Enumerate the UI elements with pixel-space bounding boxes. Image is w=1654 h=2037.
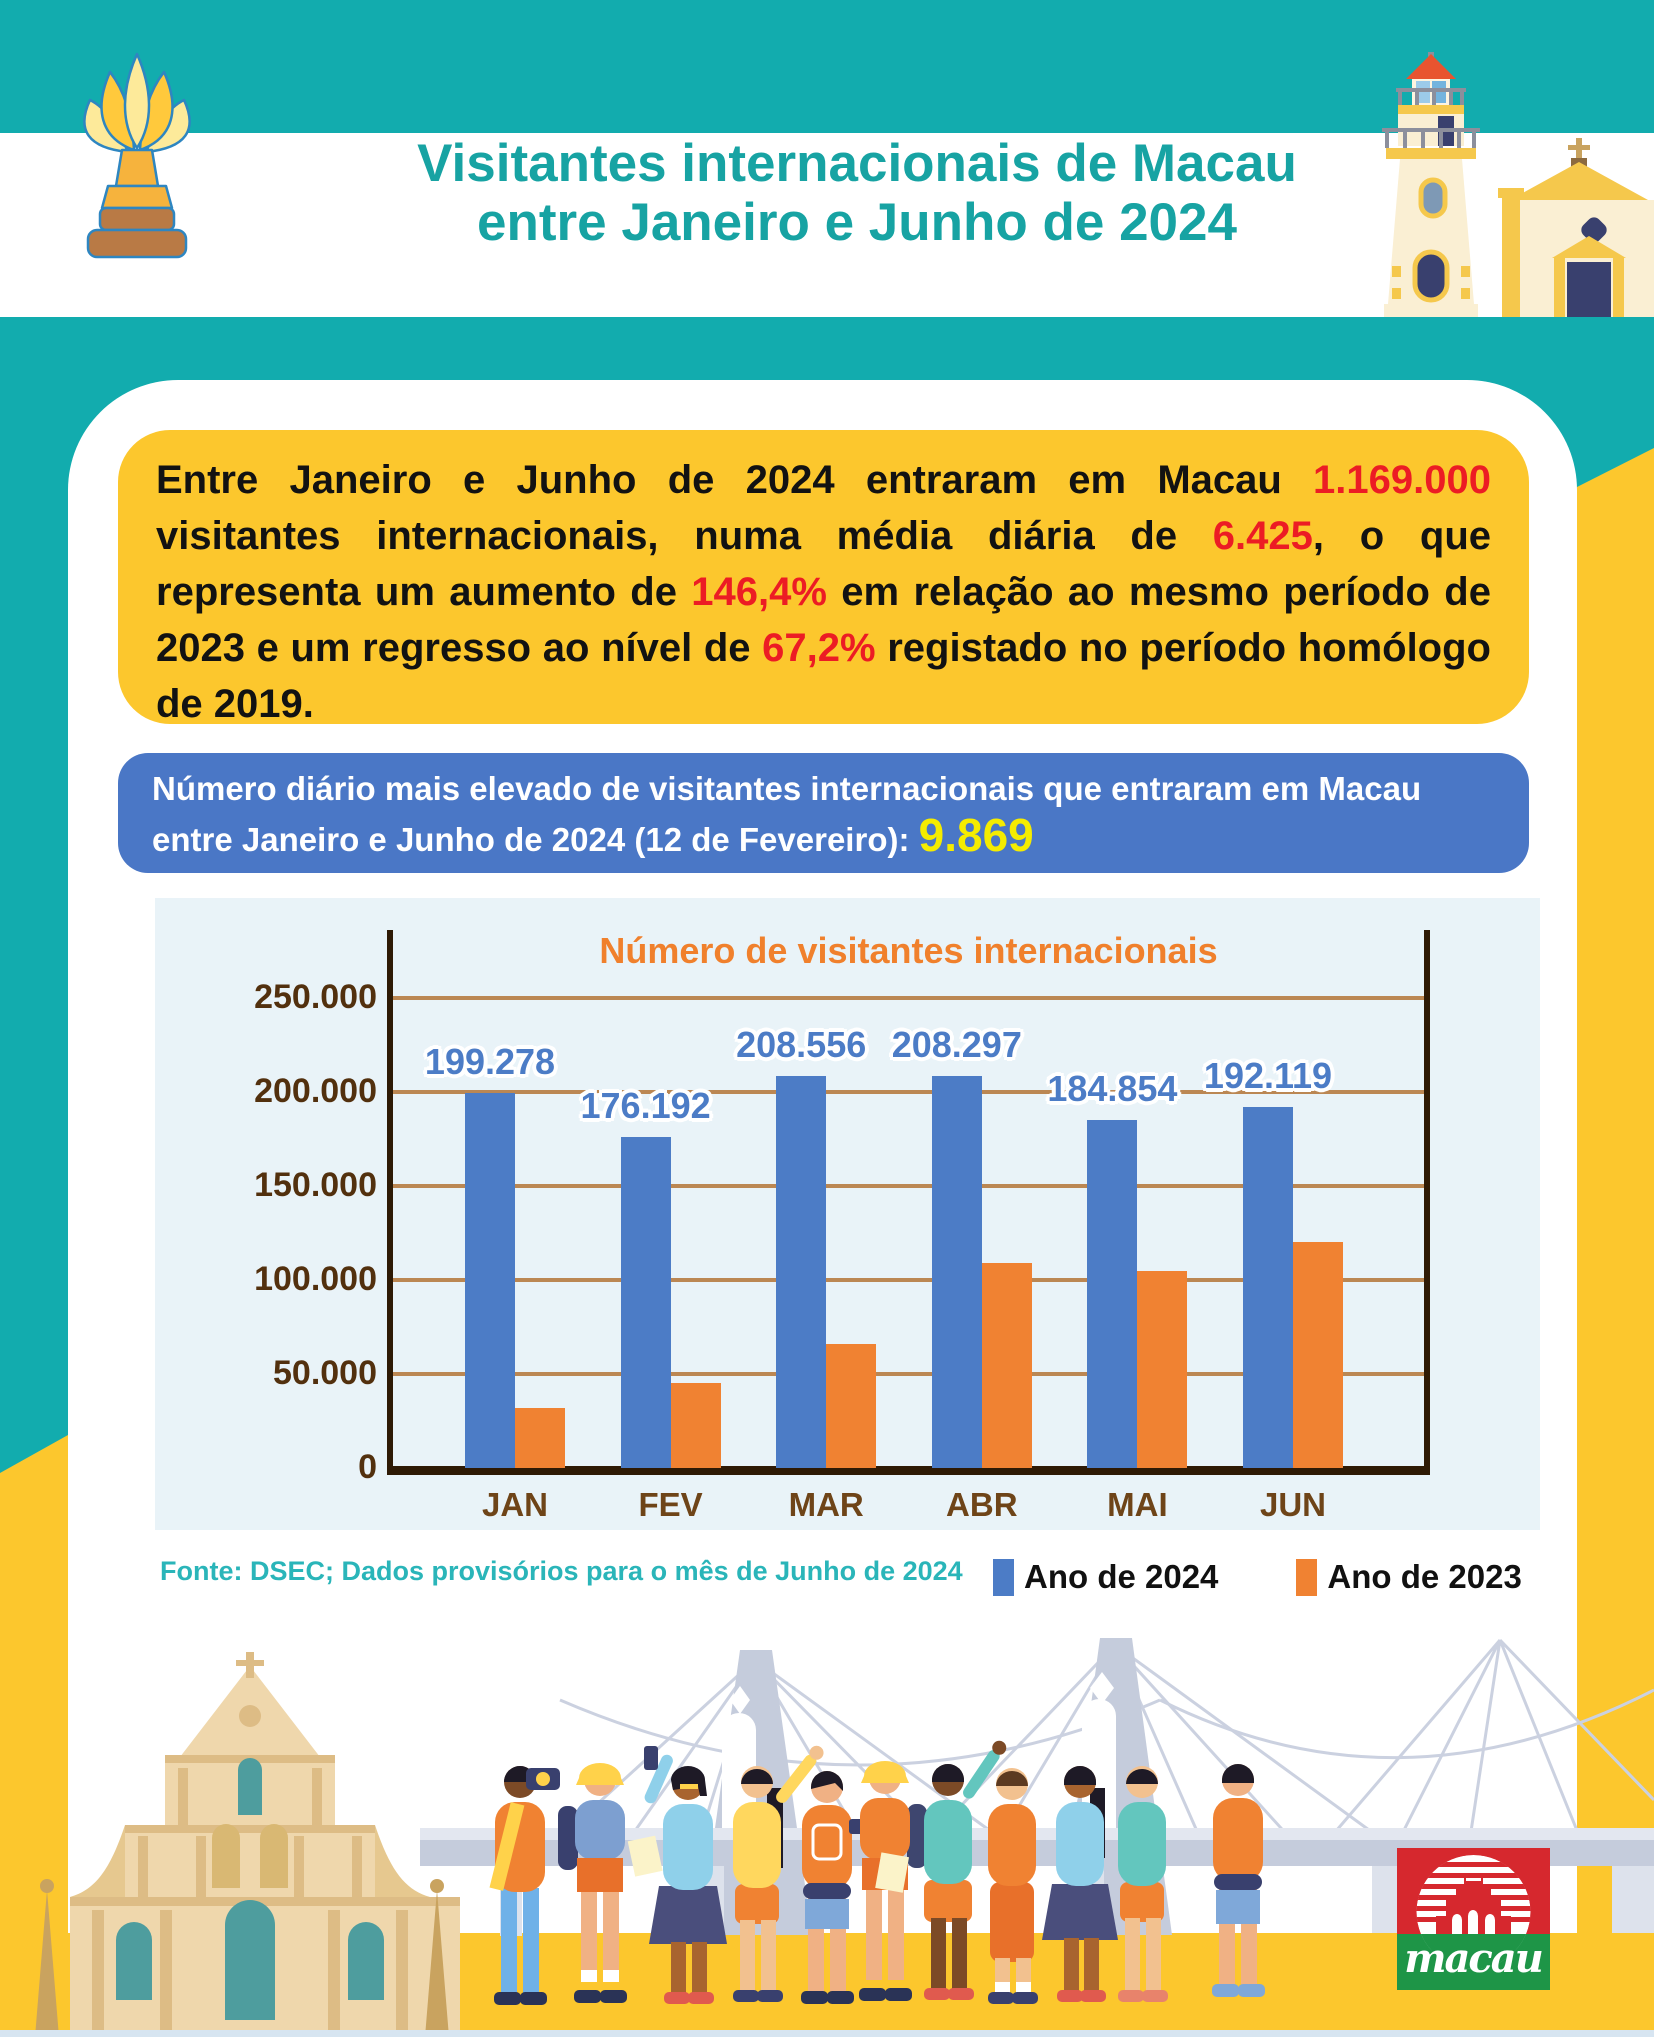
highlight-value: 146,4% <box>691 570 827 614</box>
x-axis-label-JAN: JAN <box>481 1486 549 1523</box>
x-axis-label-MAR: MAR <box>788 1486 864 1523</box>
bar-2023-ABR <box>981 1263 1032 1468</box>
y-axis-tick-label: 250.000 <box>254 978 377 1016</box>
bar-2024-MAR <box>776 1075 827 1468</box>
summary-box: Entre Janeiro e Junho de 2024 entraram e… <box>118 430 1529 726</box>
page-title: Visitantes internacionais de Macau entre… <box>0 134 1654 252</box>
x-axis-label-ABR: ABR <box>946 1486 1018 1523</box>
y-axis-tick-label: 50.000 <box>273 1354 377 1392</box>
gridline-200.000 <box>393 1090 1424 1094</box>
bottom-strip <box>0 2030 1654 2037</box>
legend-label-2024: Ano de 2024 <box>1024 1558 1219 1595</box>
x-axis-label-JUN: JUN <box>1259 1486 1327 1523</box>
highlight-value: 1.169.000 <box>1313 458 1491 502</box>
page-title-line1: Visitantes internacionais de Macau <box>417 134 1297 193</box>
chart-plot-area: 0 50.000 100.000 150.000 200.000 250.000 199.2… <box>254 930 1430 1523</box>
top-teal-band <box>0 0 1654 133</box>
bar-2023-MAI <box>1137 1270 1188 1468</box>
source-note: Fonte: DSEC; Dados provisórios para o mê… <box>160 1556 963 1586</box>
visitors-bar-chart: Número de visitantes internacionais 0 50.… <box>155 898 1540 1530</box>
y-axis-line <box>387 930 393 1474</box>
legend-label-2023: Ano de 2023 <box>1327 1558 1522 1595</box>
bar-2024-ABR <box>931 1076 982 1468</box>
record-text: Número diário mais elevado de visitantes… <box>152 765 1495 863</box>
page-title-line2: entre Janeiro e Junho de 2024 <box>477 193 1237 252</box>
church-icon <box>1498 138 1654 317</box>
chart-legend: Ano de 2024 Ano de 2023 <box>993 1558 1582 1596</box>
y-axis-tick-label: 200.000 <box>254 1072 377 1110</box>
bar-value-label-FEV: 176.192 <box>580 1084 711 1126</box>
x-axis-label-MAI: MAI <box>1107 1486 1168 1523</box>
legend-item-2024: Ano de 2024 <box>993 1558 1218 1596</box>
gridline-50.000 <box>393 1372 1424 1376</box>
bar-2023-JUN <box>1293 1242 1343 1468</box>
highlight-value: 9.869 <box>918 809 1034 861</box>
ruins-st-paul-illustration <box>35 1652 460 2030</box>
gridline-150.000 <box>393 1184 1424 1188</box>
macau-logo: macau <box>1397 1848 1550 1990</box>
text-segment: registado no período homólogo de 2019. <box>156 626 1491 726</box>
gridline-250.000 <box>393 996 1424 1000</box>
bottom-illustration: macau <box>35 1638 1654 2030</box>
text-segment: , o que representa um aumento de <box>156 514 1491 614</box>
y-axis-tick-label: 150.000 <box>254 1166 377 1204</box>
text-segment: em relação ao mesmo período de 2023 e um… <box>156 570 1491 670</box>
record-box: Número diário mais elevado de visitantes… <box>118 753 1529 873</box>
text-segment: Entre Janeiro e Junho de 2024 entraram e… <box>156 458 1314 502</box>
legend-swatch-2024 <box>993 1558 1014 1596</box>
bar-2023-JAN <box>515 1407 565 1468</box>
summary-text: Entre Janeiro e Junho de 2024 entraram e… <box>156 452 1491 732</box>
x-axis-line <box>387 1466 1430 1475</box>
x-axis-label-FEV: FEV <box>638 1486 703 1523</box>
bar-2023-FEV <box>670 1383 721 1468</box>
highlight-value: 6.425 <box>1212 514 1313 558</box>
y-axis-tick-label: 0 <box>358 1448 377 1486</box>
bar-2024-MAI <box>1087 1120 1138 1468</box>
gridline-100.000 <box>393 1278 1424 1282</box>
bar-2024-JUN <box>1243 1106 1293 1468</box>
bar-2024-FEV <box>620 1136 671 1468</box>
tourists-illustration <box>489 1740 1265 2005</box>
legend-swatch-2023 <box>1296 1558 1318 1596</box>
bar-value-label-ABR: 208.297 <box>891 1024 1022 1066</box>
macau-logo-text: macau <box>1404 1935 1542 1982</box>
y-axis-tick-label: 100.000 <box>254 1260 377 1298</box>
chart-title: Número de visitantes internacionais <box>599 930 1218 971</box>
bar-2023-MAR <box>826 1343 877 1468</box>
lotus-trophy-icon <box>83 52 191 259</box>
bar-2024-JAN <box>465 1093 515 1468</box>
yellow-right-band <box>1577 448 1654 2037</box>
right-axis-line <box>1424 930 1430 1474</box>
guia-lighthouse-icon <box>1382 52 1480 317</box>
highlight-value: 67,2% <box>762 626 876 670</box>
text-segment: visitantes internacionais, numa média di… <box>156 514 1213 558</box>
bar-value-label-JAN: 199.278 <box>424 1041 556 1083</box>
text-segment: Número diário mais elevado de visitantes… <box>152 770 1422 858</box>
legend-item-2023: Ano de 2023 <box>1296 1558 1522 1596</box>
bar-value-label-MAR: 208.556 <box>736 1023 867 1065</box>
bar-value-label-MAI: 184.854 <box>1047 1068 1178 1110</box>
bar-value-label-JUN: 192.119 <box>1203 1054 1333 1096</box>
